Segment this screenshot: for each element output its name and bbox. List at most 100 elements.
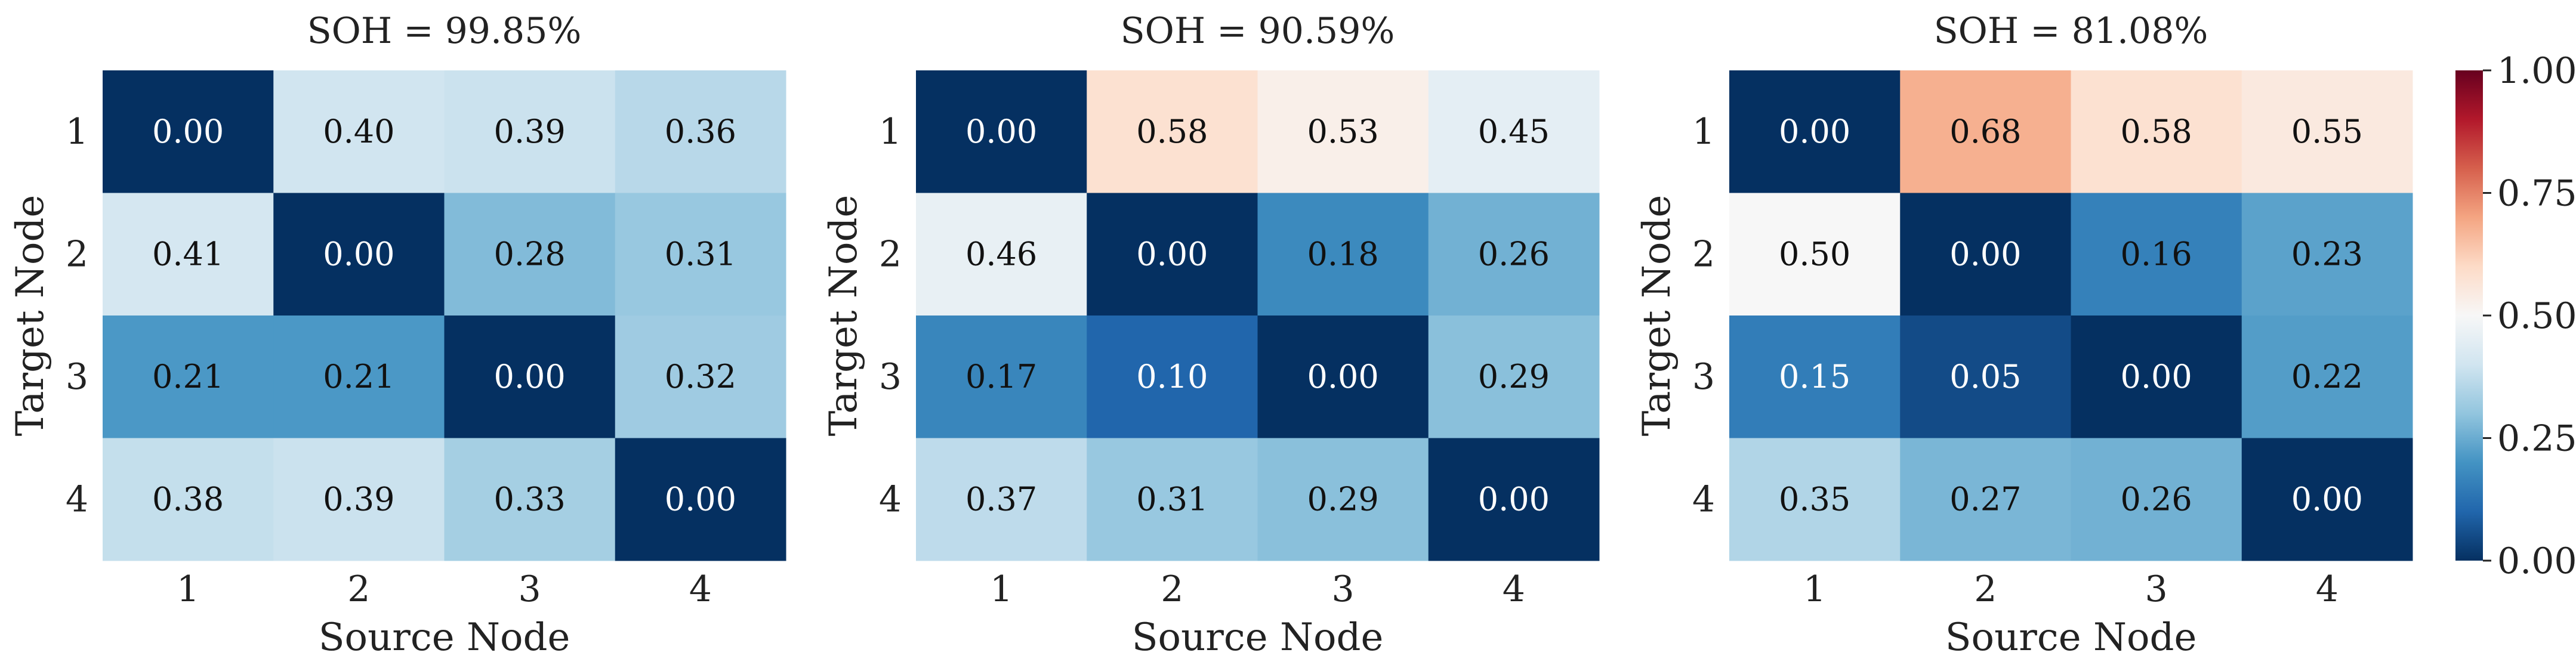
y-tick-label: 3 [66, 356, 88, 398]
y-tick-label: 1 [66, 111, 88, 153]
y-tick-label: 3 [879, 356, 902, 398]
x-tick-label: 1 [1803, 568, 1826, 610]
heatmap-cell [444, 316, 616, 438]
y-tick-label: 1 [879, 111, 902, 153]
y-tick-label: 4 [879, 478, 902, 520]
cell-value-label: 0.41 [152, 235, 224, 273]
x-axis-label: Source Node [1132, 615, 1384, 660]
cell-value-label: 0.00 [2291, 480, 2363, 518]
x-tick-label: 2 [347, 568, 370, 610]
y-tick-label: 2 [879, 233, 902, 275]
heatmap-cell [444, 438, 616, 561]
heatmap-cell [273, 70, 445, 193]
y-tick-label: 3 [1692, 356, 1715, 398]
heatmap-panel-1: SOH = 99.85% 0.00 0.40 0.39 0.36 0.41 0.00 0.28… [8, 10, 786, 660]
panel-title: SOH = 90.59% [1121, 10, 1395, 52]
cell-value-label: 0.37 [965, 480, 1037, 518]
x-axis-label: Source Node [1945, 615, 2197, 660]
cell-value-label: 0.39 [323, 480, 394, 518]
cell-value-label: 0.53 [1307, 113, 1379, 150]
heatmap-cell [444, 70, 616, 193]
heatmap-cell [1257, 316, 1429, 438]
cell-value-label: 0.40 [323, 113, 394, 150]
cell-value-label: 0.31 [1136, 480, 1208, 518]
heatmap-cell [2241, 438, 2413, 561]
heatmap-cell [1257, 193, 1429, 316]
colorbar-tick-label: 0.00 [2497, 540, 2576, 582]
heatmap-cell [1729, 193, 1901, 316]
heatmap-cell [1428, 316, 1600, 438]
heatmap-cell [1428, 438, 1600, 561]
cell-value-label: 0.10 [1136, 358, 1208, 395]
x-tick-label: 3 [519, 568, 541, 610]
cell-value-label: 0.46 [965, 235, 1037, 273]
cell-value-label: 0.35 [1779, 480, 1850, 518]
heatmap-cell [1900, 193, 2071, 316]
x-tick-label: 3 [2145, 568, 2168, 610]
cell-value-label: 0.55 [2291, 113, 2363, 150]
x-tick-label: 3 [1332, 568, 1355, 610]
colorbar-gradient [2455, 70, 2483, 561]
heatmap-cell [2241, 316, 2413, 438]
heatmap-cell [2241, 193, 2413, 316]
heatmap-cell [1729, 70, 1901, 193]
heatmap-cell [103, 70, 274, 193]
heatmap-cell [916, 70, 1087, 193]
heatmap-cell [2071, 70, 2242, 193]
heatmap-cell [103, 438, 274, 561]
heatmap-cell [1900, 438, 2071, 561]
x-tick-label: 1 [990, 568, 1013, 610]
cell-value-label: 0.00 [1136, 235, 1208, 273]
colorbar-tick-label: 0.50 [2497, 295, 2576, 337]
cell-value-label: 0.50 [1779, 235, 1850, 273]
heatmap-cell [1087, 316, 1258, 438]
heatmap-cell [1087, 70, 1258, 193]
cell-value-label: 0.58 [1136, 113, 1208, 150]
x-tick-label: 4 [689, 568, 712, 610]
heatmap-cell [2071, 193, 2242, 316]
cell-value-label: 0.45 [1478, 113, 1550, 150]
cell-value-label: 0.33 [494, 480, 566, 518]
cell-value-label: 0.28 [494, 235, 566, 273]
heatmap-cell [444, 193, 616, 316]
heatmap-cell [2071, 438, 2242, 561]
x-axis-label: Source Node [319, 615, 570, 660]
heatmap-cell [273, 438, 445, 561]
heatmap-cell [1900, 70, 2071, 193]
heatmap-cell [615, 316, 786, 438]
x-tick-label: 1 [177, 568, 199, 610]
cell-value-label: 0.16 [2121, 235, 2192, 273]
panel-title: SOH = 99.85% [307, 10, 582, 52]
cell-value-label: 0.21 [323, 358, 394, 395]
y-tick-label: 4 [1692, 478, 1715, 520]
heatmap-cell [1428, 193, 1600, 316]
cell-value-label: 0.18 [1307, 235, 1379, 273]
cell-value-label: 0.00 [2121, 358, 2192, 395]
cell-value-label: 0.26 [1478, 235, 1550, 273]
cell-value-label: 0.22 [2291, 358, 2363, 395]
colorbar-tick-label: 1.00 [2497, 50, 2576, 92]
heatmap-cell [1900, 316, 2071, 438]
heatmap-cell [2241, 70, 2413, 193]
heatmap-cell [2071, 316, 2242, 438]
cell-value-label: 0.05 [1949, 358, 2021, 395]
heatmap-cell [1428, 70, 1600, 193]
x-tick-label: 4 [2316, 568, 2339, 610]
heatmap-cell [273, 316, 445, 438]
cell-value-label: 0.23 [2291, 235, 2363, 273]
cell-value-label: 0.36 [665, 113, 736, 150]
x-tick-label: 4 [1503, 568, 1525, 610]
cell-value-label: 0.39 [494, 113, 566, 150]
colorbar: 0.00 0.25 0.50 0.75 1.00 [2455, 50, 2576, 582]
cell-value-label: 0.26 [2121, 480, 2192, 518]
y-tick-label: 2 [1692, 233, 1715, 275]
cell-value-label: 0.31 [665, 235, 736, 273]
cell-value-label: 0.29 [1307, 480, 1379, 518]
cell-value-label: 0.00 [323, 235, 394, 273]
x-tick-label: 2 [1161, 568, 1183, 610]
x-tick-label: 2 [1974, 568, 1997, 610]
cell-value-label: 0.38 [152, 480, 224, 518]
y-tick-label: 2 [66, 233, 88, 275]
heatmap-cell [615, 70, 786, 193]
cell-value-label: 0.15 [1779, 358, 1850, 395]
